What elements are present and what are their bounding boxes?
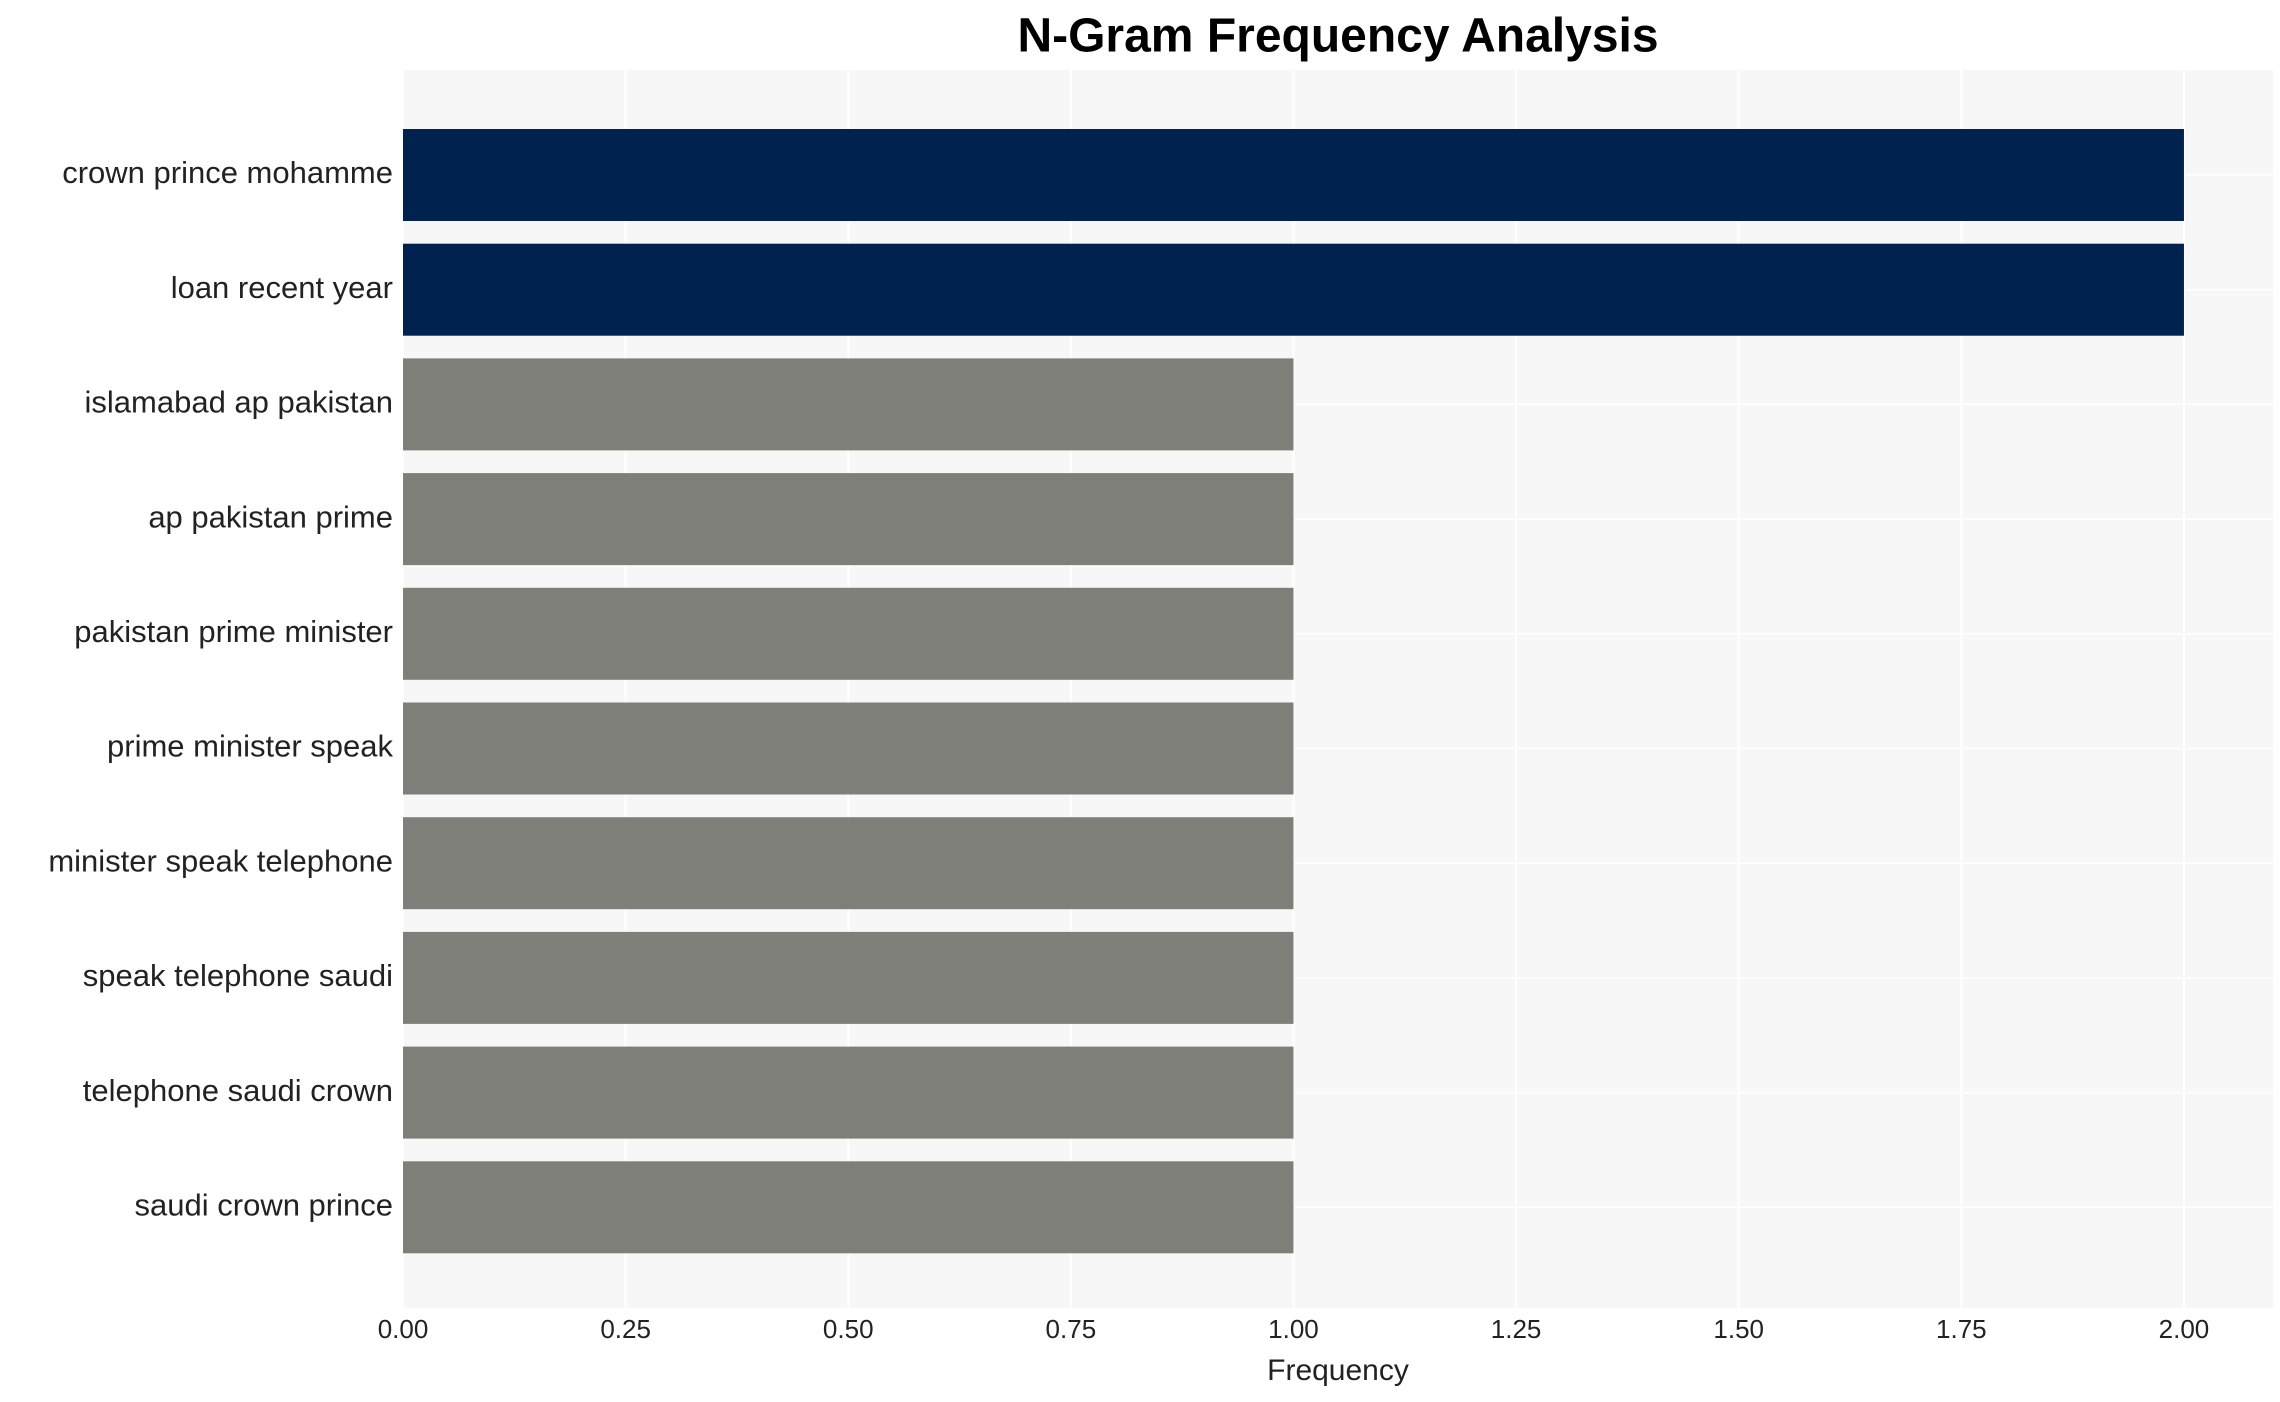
y-tick-label: speak telephone saudi <box>83 958 393 993</box>
bar <box>403 1046 1294 1139</box>
y-tick-label: pakistan prime minister <box>74 614 393 649</box>
y-tick-label: islamabad ap pakistan <box>85 385 393 420</box>
bar <box>403 358 1294 451</box>
x-tick-label: 0.50 <box>823 1314 874 1344</box>
x-tick-label: 0.00 <box>378 1314 429 1344</box>
bar <box>403 1161 1294 1254</box>
x-tick-label: 0.25 <box>600 1314 651 1344</box>
x-tick-label: 1.75 <box>1936 1314 1987 1344</box>
x-tick-label: 0.75 <box>1046 1314 1097 1344</box>
y-tick-label: loan recent year <box>171 270 393 305</box>
bar <box>403 129 2184 221</box>
y-tick-label: saudi crown prince <box>135 1187 393 1222</box>
y-tick-label: ap pakistan prime <box>148 499 393 534</box>
y-tick-label: crown prince mohamme <box>62 155 393 190</box>
chart-title: N-Gram Frequency Analysis <box>1017 10 1658 63</box>
bar <box>403 473 1294 566</box>
x-tick-label: 2.00 <box>2159 1314 2210 1344</box>
bar <box>403 931 1294 1024</box>
y-tick-label: prime minister speak <box>107 729 393 764</box>
x-tick-label: 1.50 <box>1713 1314 1764 1344</box>
x-tick-label: 1.25 <box>1491 1314 1542 1344</box>
x-tick-label: 1.00 <box>1268 1314 1319 1344</box>
y-tick-label: minister speak telephone <box>48 843 393 878</box>
bar <box>403 587 1294 680</box>
bar <box>403 702 1294 795</box>
y-tick-label: telephone saudi crown <box>83 1073 393 1108</box>
bar <box>403 817 1294 910</box>
x-axis-label: Frequency <box>1267 1354 1409 1387</box>
bar <box>403 243 2184 336</box>
